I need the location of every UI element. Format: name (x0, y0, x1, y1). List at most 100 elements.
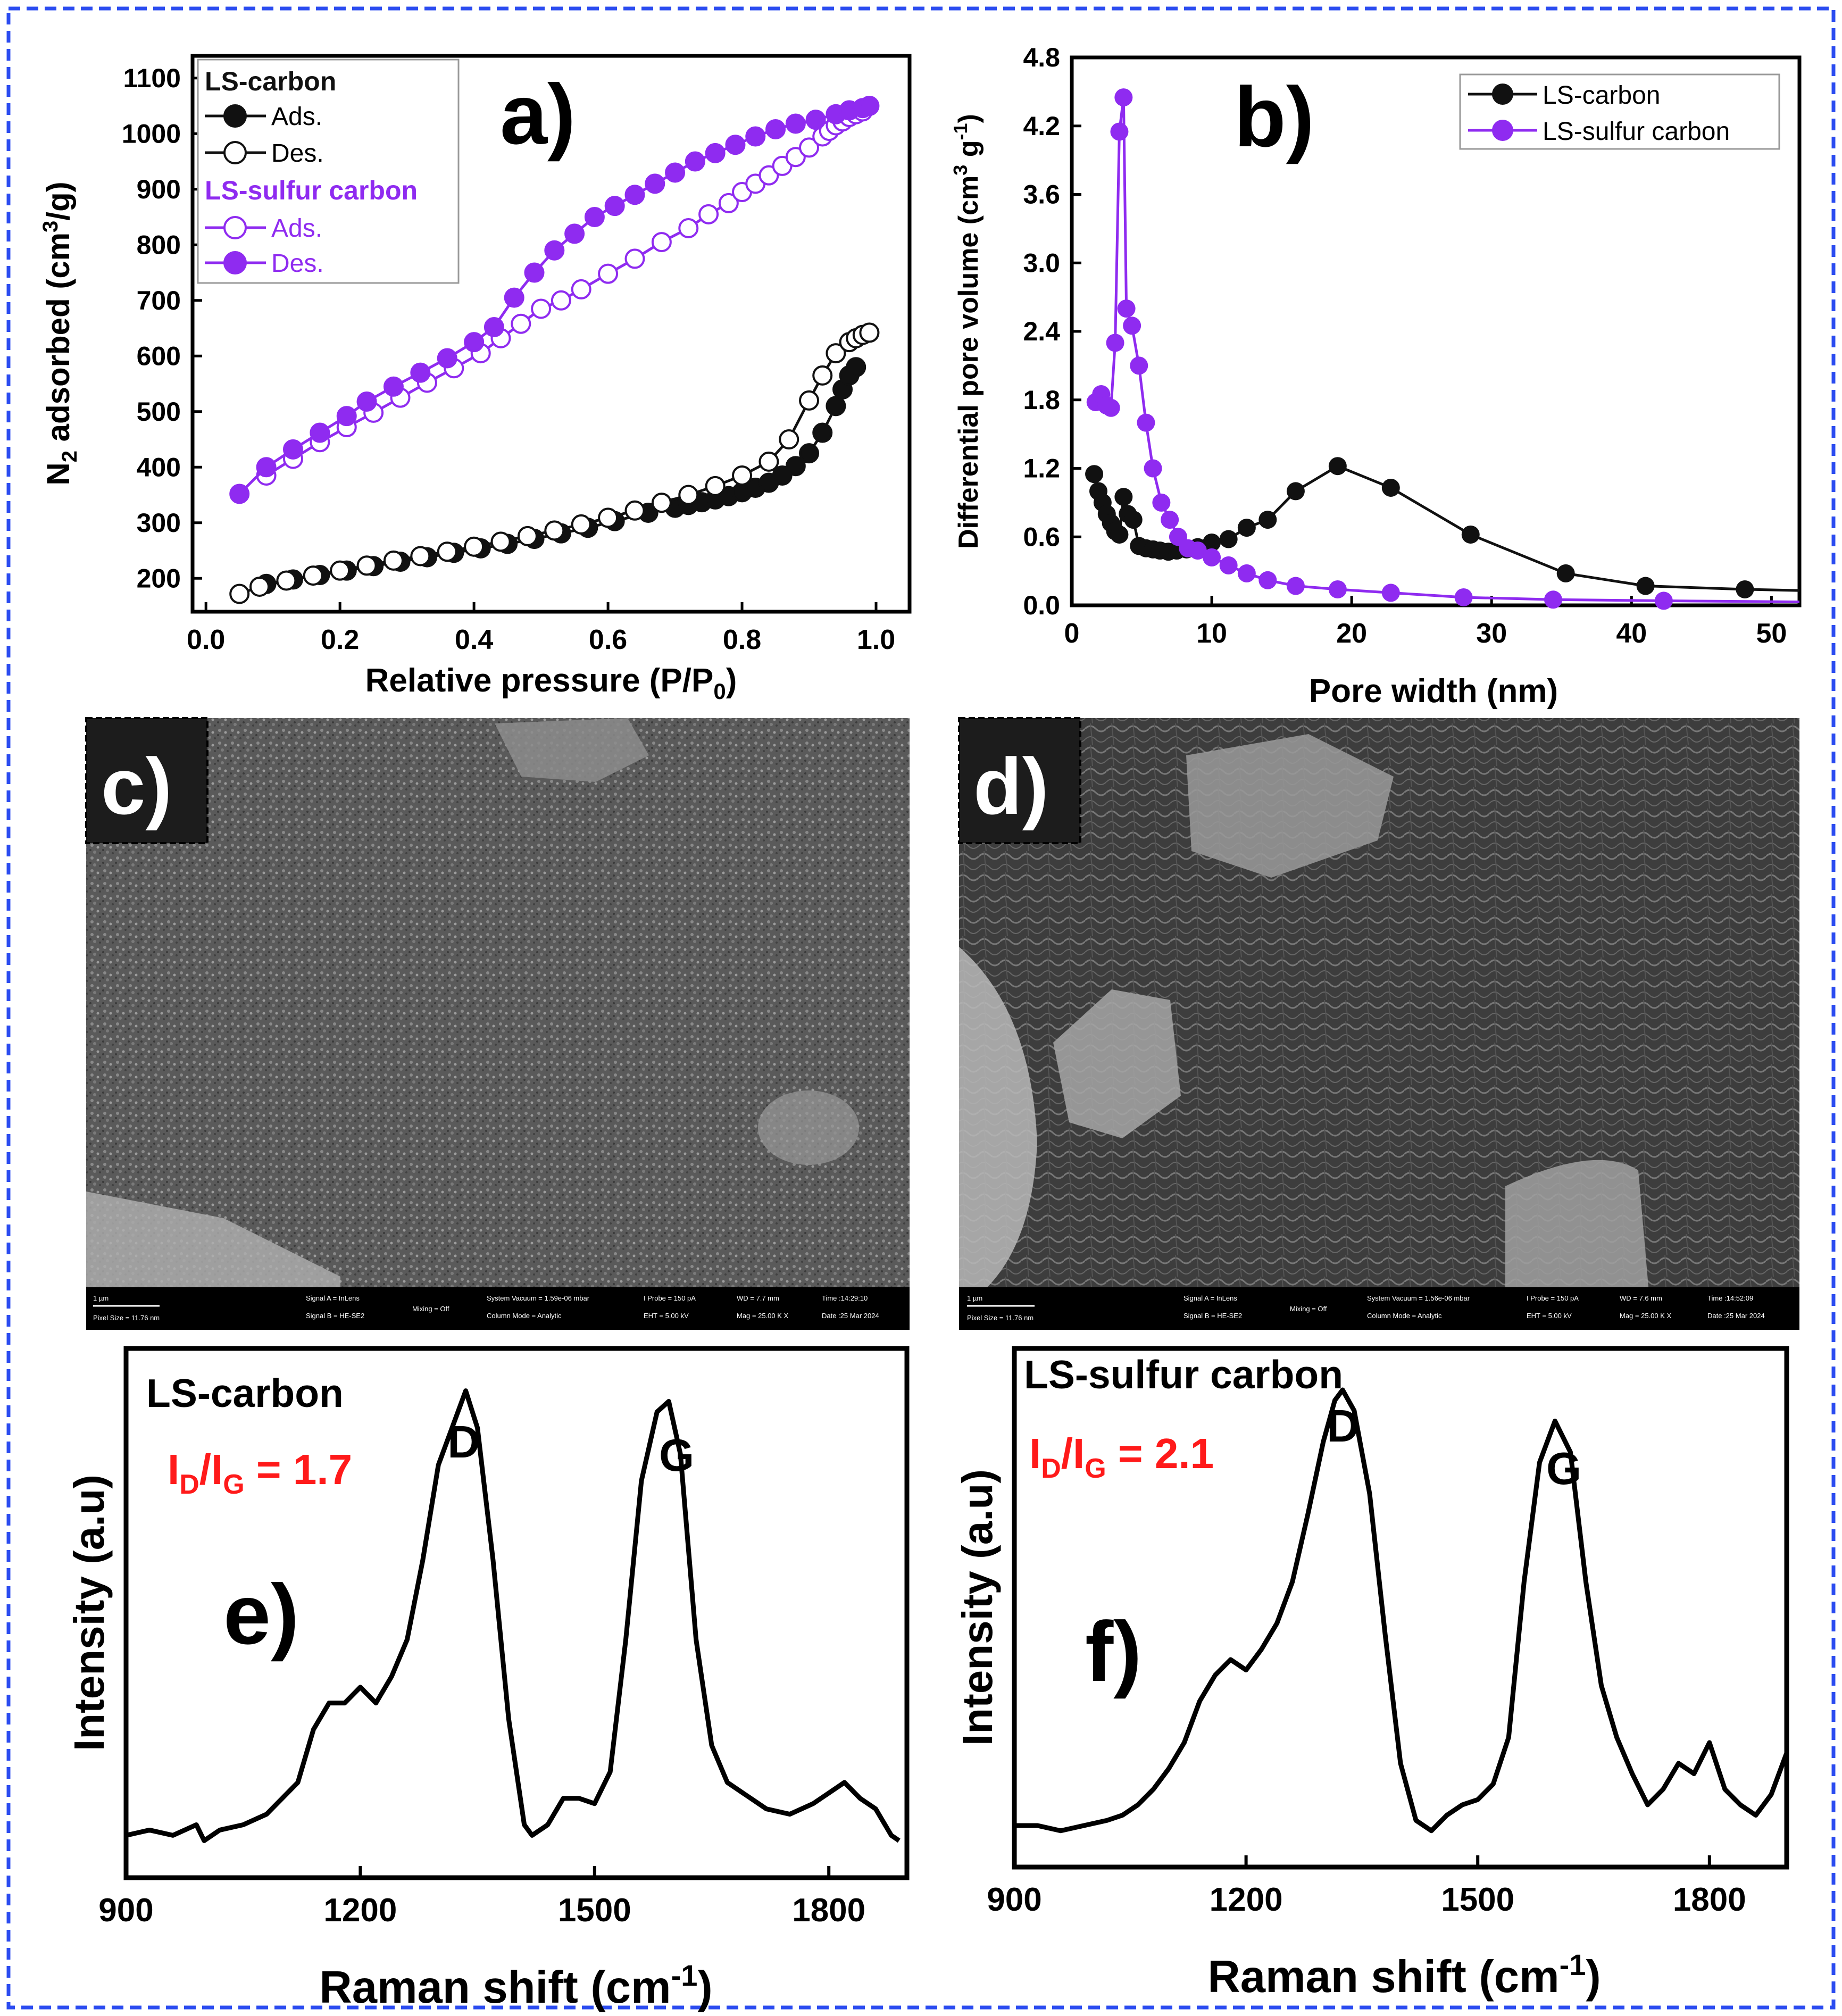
data-point-ls-sulfur-carbon-des (765, 119, 786, 139)
data-point-ls-carbon-des (826, 343, 846, 364)
panel-b: 0.00.61.21.82.43.03.64.24.8 0 10 20 30 40 50 … (949, 43, 1802, 710)
panel-a-x-tick-label: 0.8 (723, 624, 761, 655)
data-point-ls-carbon-ads (826, 396, 846, 416)
panel-f-plot-frame (1012, 1346, 1789, 1870)
panel-e-x-label: Raman shift (cm-1) (319, 1959, 712, 2013)
panel-b-y-tick-label: 4.8 (1023, 43, 1060, 72)
panel-a-plot-frame (190, 54, 912, 614)
panel-f: 900 1200 1500 1800 LS-sulfur carbon ID/IG =… (954, 1346, 1789, 2002)
data-point-ls-sulfur-carbon-des (705, 143, 726, 163)
data-point-ls-sulfur-carbon (1258, 571, 1277, 589)
data-point-ls-carbon-des (799, 390, 820, 411)
data-point-ls-carbon-des (490, 531, 511, 552)
panel-b-y-tick-label: 3.0 (1023, 248, 1060, 278)
data-point-ls-carbon-des (356, 555, 377, 576)
data-point-ls-carbon-ads (785, 456, 806, 477)
legend-marker-carbon-des (223, 141, 247, 164)
panel-b-x-tick-label: 50 (1756, 618, 1787, 649)
panel-e-x-tick-label: 1500 (558, 1892, 631, 1929)
panel-b-x-tick-label: 40 (1616, 618, 1647, 649)
data-point-ls-sulfur-carbon (1381, 584, 1400, 602)
data-point-ls-sulfur-carbon-ads (598, 263, 619, 284)
data-point-ls-sulfur-carbon-des (437, 348, 457, 369)
data-point-ls-sulfur-carbon-des (310, 422, 330, 443)
panel-f-x-tick-label: 1200 (1210, 1881, 1283, 1918)
data-point-ls-carbon-des (410, 546, 431, 567)
data-point-ls-carbon-des (651, 493, 672, 513)
panel-b-x-tick-label: 10 (1196, 618, 1227, 649)
panel-e-peak-d: D (447, 1417, 480, 1468)
data-point-ls-sulfur-carbon-des (464, 332, 485, 353)
panel-d-pixel-size: Pixel Size = 11.76 nm (967, 1314, 1033, 1322)
panel-b-legend-ls-sulfur-carbon: LS-sulfur carbon (1543, 118, 1730, 146)
panel-a-x-tick-label: 0.6 (589, 624, 627, 655)
panel-b-legend-ls-carbon: LS-carbon (1543, 81, 1660, 110)
data-point-ls-carbon-des (437, 542, 457, 562)
data-point-ls-sulfur-carbon (1152, 493, 1171, 512)
panel-f-id-ig-ratio: ID/IG = 2.1 (1029, 1430, 1214, 1484)
panel-a-y-tick-label: 1000 (122, 119, 181, 148)
data-point-ls-carbon (1237, 519, 1256, 537)
panel-f-x-tick-label: 1500 (1441, 1881, 1514, 1918)
panel-a-y-tick-label: 700 (137, 286, 181, 315)
data-point-ls-sulfur-carbon (1237, 564, 1256, 582)
panel-c-pixel-size: Pixel Size = 11.76 nm (93, 1314, 160, 1322)
panel-c-mixing: Mixing = Off (412, 1305, 449, 1313)
data-point-ls-sulfur-carbon (1106, 334, 1124, 352)
data-point-ls-sulfur-carbon-ads (624, 248, 645, 269)
data-point-ls-carbon-des (624, 500, 645, 521)
panel-a-y-tick-label: 800 (137, 230, 181, 260)
legend-marker-sulfur-ads (223, 216, 247, 239)
data-point-ls-sulfur-carbon-des (229, 484, 250, 504)
panel-a-x-tick-label: 0.4 (455, 624, 493, 655)
panel-a-y-tick-label: 500 (137, 397, 181, 427)
panel-d-probe: I Probe = 150 pA (1527, 1294, 1579, 1302)
panel-f-peak-g: G (1546, 1444, 1581, 1494)
panel-c-databar (86, 1287, 910, 1330)
panel-a-legend-des-carbon: Des. (271, 139, 324, 168)
panel-b-x-tick-label: 0 (1064, 618, 1080, 649)
data-point-ls-sulfur-carbon-ads (531, 298, 552, 319)
panel-a-legend-group-carbon: LS-carbon (205, 66, 336, 96)
panel-d-signal-a: Signal A = InLens (1183, 1294, 1237, 1302)
data-point-ls-sulfur-carbon (1188, 542, 1207, 560)
data-point-ls-carbon-des (678, 485, 699, 505)
panel-b-x-label: Pore width (nm) (1309, 673, 1558, 710)
panel-f-x-tick-label: 1800 (1673, 1881, 1746, 1918)
panel-b-y-tick-label: 3.6 (1023, 180, 1060, 210)
data-point-ls-sulfur-carbon (1123, 316, 1141, 335)
data-point-ls-carbon-des (517, 526, 538, 546)
panel-d-sem-blob (1505, 1160, 1649, 1293)
panel-c-sem-substrate (86, 1192, 340, 1287)
data-point-ls-sulfur-carbon (1328, 580, 1347, 598)
panel-d-scale-label: 1 µm (967, 1294, 982, 1302)
data-point-ls-carbon (1556, 564, 1575, 582)
data-point-ls-carbon (1219, 530, 1238, 548)
panel-c-date: Date :25 Mar 2024 (822, 1312, 879, 1320)
panel-a-x-tick-label: 0.0 (187, 624, 225, 655)
data-point-ls-sulfur-carbon-des (256, 457, 277, 478)
panel-b-x-tick-label: 30 (1476, 618, 1507, 649)
panel-f-raman-spectrum (1014, 1387, 1789, 1834)
data-point-ls-carbon-des (303, 565, 323, 586)
data-point-ls-sulfur-carbon-des (665, 162, 686, 183)
data-point-ls-carbon-des (276, 570, 297, 591)
series-line-ls-carbon (1093, 464, 1800, 592)
panel-a-y-tick-label: 300 (137, 508, 181, 538)
outer-frame (6, 6, 1836, 2010)
panel-a-legend-box (197, 59, 460, 284)
legend-marker-ls-sulfur-carbon (1492, 120, 1513, 141)
data-point-ls-sulfur-carbon-des (336, 406, 357, 427)
data-point-ls-sulfur-carbon-des (383, 376, 404, 397)
panel-b-series (1085, 88, 1800, 610)
panel-a-y-label: N2 adsorbed (cm3/g) (39, 181, 81, 485)
data-point-ls-carbon-des (571, 514, 591, 535)
data-point-ls-carbon (1461, 525, 1480, 544)
data-point-ls-sulfur-carbon (1130, 356, 1148, 375)
data-point-ls-sulfur-carbon-des (805, 110, 826, 130)
panel-b-y-tick-label: 2.4 (1023, 316, 1060, 346)
data-point-ls-sulfur-carbon-ads (651, 232, 672, 253)
panel-d-time: Time :14:52:09 (1707, 1294, 1753, 1302)
panel-c-column-mode: Column Mode = Analytic (487, 1312, 562, 1320)
panel-e-x-tick-label: 1200 (323, 1892, 397, 1929)
